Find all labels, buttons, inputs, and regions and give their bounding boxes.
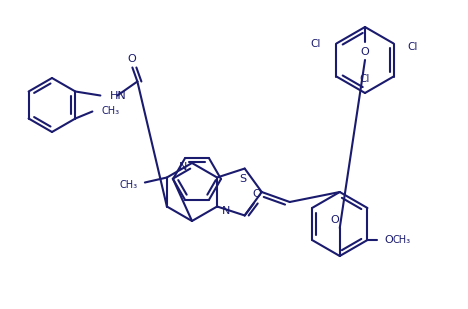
Text: O: O xyxy=(127,53,136,64)
Text: O: O xyxy=(361,47,369,57)
Text: N: N xyxy=(179,162,187,172)
Text: Cl: Cl xyxy=(310,39,321,49)
Text: O: O xyxy=(330,215,339,225)
Text: CH₃: CH₃ xyxy=(392,235,410,245)
Text: HN: HN xyxy=(110,91,126,100)
Text: O: O xyxy=(384,235,393,245)
Text: N: N xyxy=(222,205,230,215)
Text: O: O xyxy=(252,189,261,200)
Text: Cl: Cl xyxy=(360,74,370,84)
Text: CH₃: CH₃ xyxy=(120,180,138,189)
Text: Cl: Cl xyxy=(408,41,418,52)
Text: S: S xyxy=(239,174,246,184)
Text: CH₃: CH₃ xyxy=(102,105,119,116)
